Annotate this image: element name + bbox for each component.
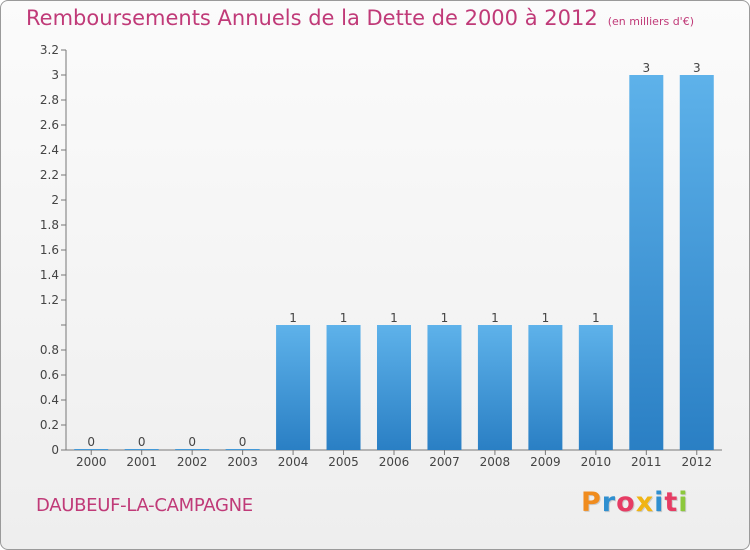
x-tick-label: 2011 — [631, 455, 662, 469]
commune-name: DAUBEUF-LA-CAMPAGNE — [36, 495, 253, 516]
chart-title-main: Remboursements Annuels de la Dette de 20… — [26, 6, 598, 30]
logo-letter: t — [664, 487, 679, 518]
x-tick-label: 2003 — [227, 455, 258, 469]
y-tick-label: 2.6 — [40, 118, 59, 132]
x-tick-label: 2001 — [126, 455, 157, 469]
bar — [477, 325, 512, 450]
chart-title: Remboursements Annuels de la Dette de 20… — [26, 6, 694, 30]
data-label: 1 — [491, 311, 499, 325]
y-tick-label: 1.4 — [40, 268, 59, 282]
bar — [427, 325, 462, 450]
bar — [629, 75, 664, 450]
y-tick-label: 3 — [51, 68, 59, 82]
logo-letter: o — [616, 487, 636, 518]
x-tick-label: 2002 — [177, 455, 208, 469]
bar — [679, 75, 714, 450]
y-tick-label: 1.6 — [40, 243, 59, 257]
data-label: 3 — [693, 61, 701, 75]
data-label: 1 — [390, 311, 398, 325]
y-tick-label: 0.2 — [40, 418, 59, 432]
data-label: 1 — [441, 311, 449, 325]
logo-letter: P — [581, 487, 602, 518]
bar — [175, 449, 210, 450]
y-tick-label: 0.6 — [40, 368, 59, 382]
x-tick-label: 2009 — [530, 455, 561, 469]
bar — [74, 449, 109, 450]
bar — [578, 325, 613, 450]
data-label: 0 — [87, 435, 95, 449]
logo-letter: i — [654, 487, 665, 518]
data-label: 3 — [642, 61, 650, 75]
data-label: 1 — [340, 311, 348, 325]
y-tick-label: 0.4 — [40, 393, 59, 407]
bar — [225, 449, 260, 450]
bar — [528, 325, 563, 450]
y-tick-label: 0 — [51, 443, 59, 457]
y-tick-label: 3.2 — [40, 43, 59, 57]
x-tick-label: 2010 — [581, 455, 612, 469]
x-tick-label: 2008 — [480, 455, 511, 469]
data-label: 1 — [592, 311, 600, 325]
bar — [276, 325, 311, 450]
x-tick-label: 2000 — [76, 455, 107, 469]
y-tick-label: 2.4 — [40, 143, 59, 157]
x-tick-label: 2004 — [278, 455, 309, 469]
x-tick-label: 2005 — [328, 455, 359, 469]
y-tick-label: 2.2 — [40, 168, 59, 182]
data-label: 1 — [542, 311, 550, 325]
y-tick-label: 1.8 — [40, 218, 59, 232]
logo-letter: x — [635, 487, 655, 518]
data-label: 0 — [188, 435, 196, 449]
proxiti-logo: Proxiti — [581, 487, 689, 518]
bar — [124, 449, 159, 450]
x-tick-label: 2012 — [681, 455, 712, 469]
data-label: 0 — [138, 435, 146, 449]
x-tick-label: 2007 — [429, 455, 460, 469]
y-tick-label: 2.8 — [40, 93, 59, 107]
bar — [377, 325, 411, 450]
logo-letter: r — [601, 487, 617, 518]
data-label: 1 — [289, 311, 297, 325]
bar — [326, 325, 361, 450]
data-label: 0 — [239, 435, 247, 449]
x-tick-label: 2006 — [379, 455, 410, 469]
y-tick-label: 1.2 — [40, 293, 59, 307]
chart-title-unit: (en milliers d'€) — [607, 15, 694, 28]
y-tick-label: 2 — [51, 193, 59, 207]
y-tick-label: 0.8 — [40, 343, 59, 357]
logo-letter: i — [678, 487, 689, 518]
